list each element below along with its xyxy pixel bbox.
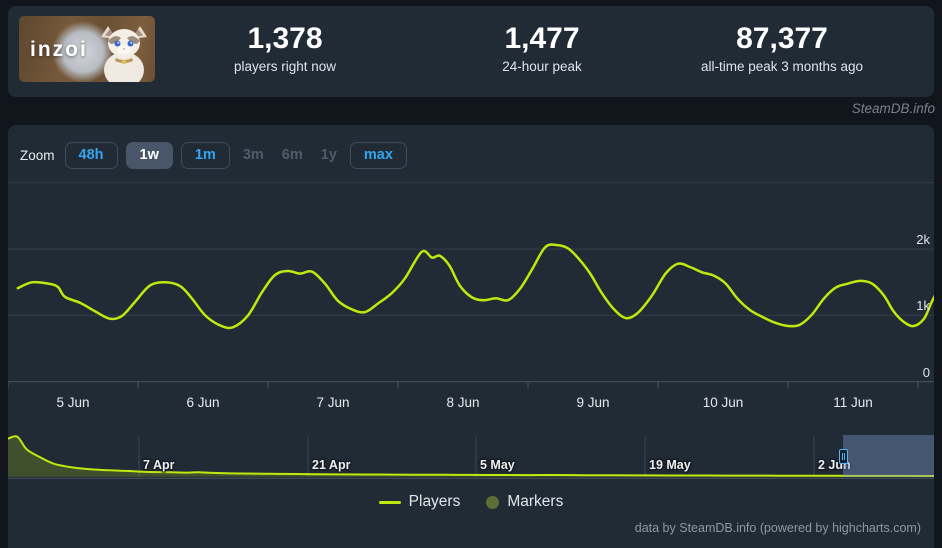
x-axis-label: 7 Jun bbox=[316, 395, 350, 410]
x-axis-label: 10 Jun bbox=[702, 395, 744, 410]
highcharts-credits: data by SteamDB.info (powered by highcha… bbox=[634, 521, 921, 535]
game-capsule-image[interactable]: inzoi bbox=[19, 16, 155, 82]
current-players-label: players right now bbox=[233, 59, 337, 74]
x-axis-label: 8 Jun bbox=[446, 395, 480, 410]
zoom-button-1m[interactable]: 1m bbox=[180, 141, 230, 169]
zoom-button-6m: 6m bbox=[277, 142, 308, 169]
zoom-button-1y: 1y bbox=[316, 142, 342, 169]
peak-24h-value: 1,477 bbox=[504, 22, 580, 55]
x-axis-label: 9 Jun bbox=[576, 395, 610, 410]
y-axis-label-1k: 1k bbox=[916, 298, 930, 314]
legend-players-label: Players bbox=[408, 493, 461, 510]
navigator-selected-range[interactable] bbox=[843, 435, 934, 477]
markers-dot-swatch bbox=[486, 495, 500, 509]
cat-illustration bbox=[101, 26, 147, 82]
zoom-toolbar: Zoom 48h 1w 1m 3m 6m 1y max bbox=[20, 141, 407, 169]
chart-card: Zoom 48h 1w 1m 3m 6m 1y max 0 1k 2k 5 Jun 6 Jun 7 … bbox=[8, 125, 934, 548]
current-players-value: 1,378 bbox=[247, 22, 323, 55]
player-count-chart[interactable] bbox=[8, 125, 934, 548]
legend-item-players[interactable]: Players bbox=[378, 493, 461, 511]
y-axis-label-2k: 2k bbox=[916, 232, 930, 248]
stat-24h-peak: 1,477 24-hour peak bbox=[432, 22, 652, 74]
navigator-label: 21 Apr bbox=[312, 458, 351, 472]
peak-24h-label: 24-hour peak bbox=[502, 59, 582, 74]
navigator-area-fill bbox=[8, 436, 934, 477]
legend-markers-label: Markers bbox=[507, 493, 564, 510]
zoom-button-max[interactable]: max bbox=[349, 141, 407, 169]
navigator-left-handle[interactable] bbox=[839, 449, 849, 464]
alltime-peak-value: 87,377 bbox=[736, 22, 828, 55]
navigator-label: 5 May bbox=[480, 458, 515, 472]
x-axis-label: 11 Jun bbox=[833, 395, 873, 410]
zoom-buttons-group: 48h 1w 1m 3m 6m 1y max bbox=[64, 141, 407, 169]
stat-current-players: 1,378 players right now bbox=[175, 22, 395, 74]
header-card: inzoi 1,378 players right now 1,477 bbox=[8, 6, 934, 97]
x-axis-label: 6 Jun bbox=[186, 395, 220, 410]
players-line-swatch bbox=[378, 500, 401, 504]
navigator-label: 7 Apr bbox=[143, 458, 175, 472]
steamdb-watermark: SteamDB.info bbox=[851, 101, 935, 116]
game-logo: inzoi bbox=[30, 38, 88, 61]
zoom-toolbar-label: Zoom bbox=[20, 147, 55, 163]
players-series-line bbox=[16, 243, 934, 330]
alltime-peak-label: all-time peak 3 months ago bbox=[700, 59, 864, 74]
legend-item-markers[interactable]: Markers bbox=[486, 493, 563, 511]
chart-legend: Players Markers bbox=[8, 493, 934, 511]
y-axis-label-0: 0 bbox=[922, 364, 930, 380]
x-axis-label: 5 Jun bbox=[56, 395, 90, 410]
navigator-line bbox=[8, 435, 934, 478]
navigator-label: 19 May bbox=[649, 458, 691, 472]
zoom-button-1w[interactable]: 1w bbox=[125, 141, 173, 169]
zoom-button-48h[interactable]: 48h bbox=[64, 141, 118, 169]
zoom-button-3m: 3m bbox=[238, 142, 269, 169]
stat-alltime-peak: 87,377 all-time peak 3 months ago bbox=[652, 22, 912, 74]
